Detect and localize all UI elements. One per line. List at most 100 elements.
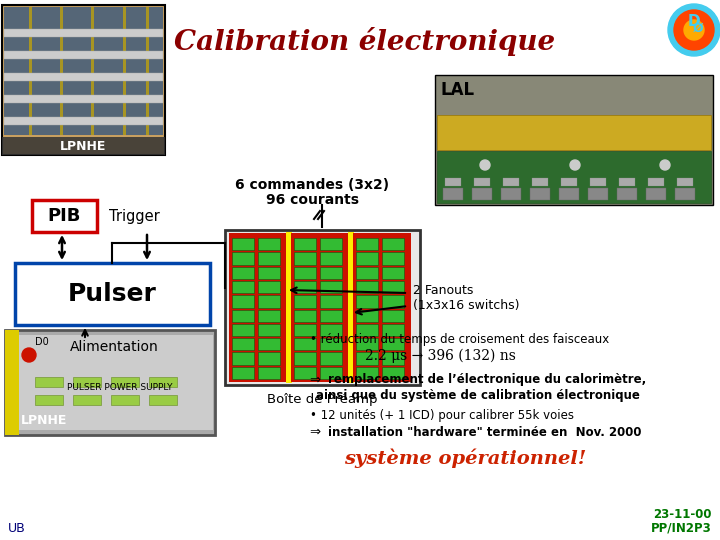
Text: D: D (688, 15, 701, 30)
Bar (590, 178, 606, 186)
Bar (232, 309, 254, 322)
Bar (353, 233, 411, 382)
Bar (19, 335, 213, 430)
Bar (356, 281, 378, 293)
Text: • 12 unités (+ 1 ICD) pour calibrer 55k voies: • 12 unités (+ 1 ICD) pour calibrer 55k … (310, 408, 574, 422)
Text: LAL: LAL (440, 81, 474, 99)
Text: LPNHE: LPNHE (60, 139, 106, 152)
Text: système opérationnel!: système opérationnel! (344, 448, 586, 468)
Bar (4, 51, 163, 59)
Text: PP/IN2P3: PP/IN2P3 (652, 522, 712, 535)
Bar (356, 295, 378, 307)
Bar (443, 188, 463, 200)
Bar (320, 309, 342, 322)
Text: ⇒: ⇒ (310, 374, 325, 387)
Bar (675, 188, 695, 200)
Bar (320, 267, 342, 279)
Bar (382, 353, 404, 364)
Text: 2.2 μs → 396 (132) ns: 2.2 μs → 396 (132) ns (365, 349, 516, 363)
Bar (258, 252, 280, 265)
Bar (294, 353, 316, 364)
Bar (532, 178, 548, 186)
Bar (122, 7, 126, 135)
Bar (232, 281, 254, 293)
Bar (648, 178, 664, 186)
Bar (73, 395, 101, 405)
Bar (320, 252, 342, 265)
Bar (437, 151, 711, 203)
Bar (73, 377, 101, 387)
Bar (356, 367, 378, 379)
Bar (232, 353, 254, 364)
Bar (348, 232, 354, 383)
Bar (60, 7, 63, 135)
Bar (225, 230, 420, 385)
Circle shape (674, 10, 714, 50)
Text: D0: D0 (35, 337, 49, 347)
Bar (5, 330, 19, 435)
Bar (111, 395, 139, 405)
Bar (320, 281, 342, 293)
Bar (501, 188, 521, 200)
Text: Calibration électronique: Calibration électronique (174, 28, 556, 57)
Bar (356, 324, 378, 336)
Circle shape (570, 160, 580, 170)
Bar (382, 338, 404, 350)
Bar (356, 338, 378, 350)
Circle shape (668, 4, 720, 56)
Bar (232, 295, 254, 307)
Bar (472, 188, 492, 200)
Bar (35, 395, 63, 405)
Bar (232, 324, 254, 336)
Bar (232, 267, 254, 279)
Bar (149, 377, 177, 387)
Bar (232, 252, 254, 265)
Bar (435, 75, 713, 205)
Bar (320, 238, 342, 251)
Bar (382, 238, 404, 251)
Bar (149, 395, 177, 405)
Bar (320, 367, 342, 379)
Bar (258, 295, 280, 307)
Text: UB: UB (8, 522, 26, 535)
Text: PIB: PIB (48, 207, 81, 225)
Text: Trigger: Trigger (109, 208, 160, 224)
Bar (294, 338, 316, 350)
Bar (258, 238, 280, 251)
Bar (258, 338, 280, 350)
Bar (356, 353, 378, 364)
Bar (294, 309, 316, 322)
Bar (294, 324, 316, 336)
Bar (294, 367, 316, 379)
Bar (229, 233, 287, 382)
Bar (35, 377, 63, 387)
Bar (356, 309, 378, 322)
Text: 23-11-00: 23-11-00 (654, 509, 712, 522)
Bar (2, 137, 165, 155)
Bar (530, 188, 550, 200)
Bar (320, 353, 342, 364)
Bar (4, 7, 163, 135)
Text: installation "hardware" terminée en  Nov. 2000: installation "hardware" terminée en Nov.… (328, 426, 642, 438)
Bar (232, 367, 254, 379)
Bar (146, 7, 149, 135)
Text: remplacement de l’électronique du calorimètre,: remplacement de l’électronique du calori… (328, 374, 647, 387)
Circle shape (22, 348, 36, 362)
Bar (619, 178, 635, 186)
Bar (294, 252, 316, 265)
Bar (437, 115, 711, 150)
Bar (474, 178, 490, 186)
Bar (291, 233, 349, 382)
Text: Boîte de Préamp: Boîte de Préamp (266, 393, 377, 406)
Bar (2, 5, 165, 155)
Bar (4, 95, 163, 103)
Bar (4, 29, 163, 37)
Bar (294, 238, 316, 251)
Circle shape (660, 160, 670, 170)
Text: PULSER POWER SUPPLY: PULSER POWER SUPPLY (67, 383, 173, 392)
Bar (232, 238, 254, 251)
Circle shape (480, 160, 490, 170)
Bar (356, 252, 378, 265)
Bar (382, 267, 404, 279)
Bar (258, 367, 280, 379)
